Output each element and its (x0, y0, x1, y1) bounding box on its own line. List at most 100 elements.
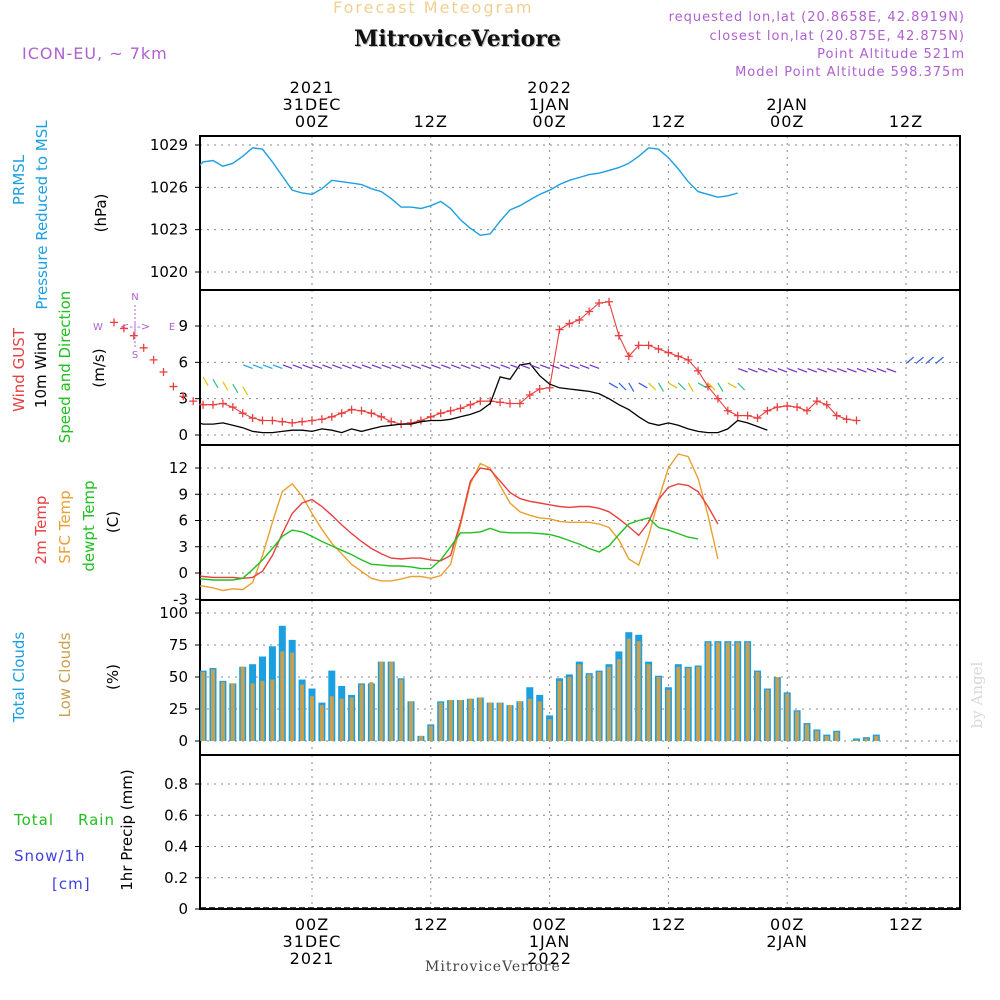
low-cloud-bar (626, 638, 631, 741)
bottom-time-tick-label: 2021 (290, 949, 335, 968)
gust-marker (575, 315, 584, 324)
total-cloud-bar (140, 714, 147, 741)
top-time-tick-label: 00Z (770, 112, 804, 131)
y-tick-label: 75 (169, 636, 188, 654)
wind-direction-arrow (876, 368, 887, 373)
gust-marker (515, 399, 524, 408)
top-time-tick-label: 2021 (290, 78, 335, 97)
low-cloud-bar (389, 661, 394, 741)
gust-marker (189, 397, 198, 406)
total-precip-label: Total (13, 811, 54, 829)
wind-direction-arrow (717, 382, 724, 392)
gust-marker (803, 406, 811, 415)
low-cloud-bar (418, 735, 423, 741)
panel-frame (199, 754, 961, 910)
gust-marker (684, 355, 693, 364)
compass-east-label: E (169, 322, 175, 333)
gust-marker (387, 417, 396, 426)
low-cloud-bar (735, 642, 740, 741)
point-altitude: Point Altitude 521m (817, 47, 965, 62)
wind-direction-arrow (925, 356, 934, 365)
low-cloud-bar (448, 700, 453, 741)
gust-marker (268, 416, 277, 425)
wind-direction-arrow (302, 364, 313, 369)
wind-direction-arrow (312, 364, 323, 369)
y-tick-label: 1020 (150, 263, 188, 281)
low-cloud-bar (517, 701, 522, 741)
low-cloud-bar (834, 732, 839, 741)
gust-marker (119, 324, 128, 333)
pressure-axis-label: Pressure Reduced to MSL (33, 120, 51, 310)
wind-direction-arrow (608, 382, 618, 389)
gust-marker (209, 400, 217, 409)
low-cloud-bar (577, 664, 582, 741)
gust-marker (694, 366, 703, 375)
model-label: ICON-EU, ~ 7km (22, 44, 168, 63)
gust-line (200, 301, 857, 425)
temp-unit-label: (C) (104, 511, 122, 533)
gust-marker (298, 417, 307, 426)
low-cloud-bar (270, 679, 275, 741)
gust-marker (337, 409, 346, 418)
y-tick-label: 1029 (150, 136, 188, 154)
wind-direction-arrow (431, 364, 441, 369)
wind-axis-label: 10m Wind (32, 332, 50, 408)
gust-marker (258, 416, 267, 425)
gust-marker (555, 325, 564, 334)
gust-marker (317, 415, 326, 424)
wind-direction-arrow (856, 368, 867, 373)
credit-watermark: by Angel (968, 661, 986, 728)
low-cloud-bar (359, 684, 364, 741)
chart-kind-title: Forecast Meteogram (333, 0, 534, 17)
low-cloud-bar (478, 697, 483, 741)
wind-direction-arrow (242, 364, 253, 369)
gust-marker (773, 403, 782, 412)
low-cloud-bar (468, 698, 473, 741)
low-cloud-bar (824, 735, 829, 741)
wind-direction-arrow (638, 382, 648, 389)
wind-direction-arrow (212, 378, 219, 389)
wind-direction-arrow (727, 382, 737, 389)
gust-marker (278, 417, 287, 426)
wind-direction-arrow (470, 364, 481, 369)
low-cloud-bar (122, 699, 126, 741)
y-tick-label: 0.8 (164, 775, 188, 793)
wind-direction-arrow (757, 368, 768, 373)
wind-direction-arrow (747, 368, 758, 373)
total-clouds-axis-label: Total Clouds (10, 632, 28, 724)
y-tick-label: 0.2 (164, 869, 188, 887)
bottom-time-tick-label: 12Z (414, 915, 448, 934)
wind-direction-arrow (520, 364, 531, 369)
wind-direction-arrow (618, 382, 627, 391)
requested-coordinates: requested lon,lat (20.8658E, 42.8919N) (668, 10, 965, 25)
pressure-unit-label: (hPa) (92, 194, 110, 233)
low-cloud-bar (230, 683, 235, 741)
y-tick-label: 12 (169, 459, 188, 477)
gust-marker (288, 418, 297, 427)
wind-direction-arrow (272, 364, 283, 369)
bottom-time-tick-label: 31DEC (283, 932, 342, 951)
wind-direction-arrow (510, 364, 521, 369)
bottom-time-tick-label: 00Z (295, 915, 329, 934)
low-cloud-bar (725, 642, 730, 741)
gust-marker (535, 384, 544, 393)
gust-marker (842, 415, 851, 424)
wind-direction-arrow (222, 381, 229, 391)
wind-direction-arrow (797, 368, 808, 373)
top-time-tick-label: 31DEC (283, 95, 342, 114)
gust-marker (199, 400, 208, 409)
low-cloud-bar (132, 703, 136, 741)
gust-marker (110, 318, 118, 327)
gust-marker (605, 297, 613, 306)
wind-direction-arrow (490, 364, 501, 369)
low-cloud-bar (300, 684, 305, 741)
bottom-time-tick-label: 00Z (532, 915, 566, 934)
top-time-tick-label: 2022 (527, 78, 572, 97)
closest-coordinates: closest lon,lat (20.875E, 42.875N) (709, 29, 965, 44)
gust-marker (327, 412, 336, 421)
gust-marker (595, 298, 604, 307)
gust-marker (446, 406, 455, 415)
rain-label: Rain (78, 811, 115, 829)
gust-marker (783, 401, 792, 410)
wind-direction-arrow (391, 364, 402, 369)
